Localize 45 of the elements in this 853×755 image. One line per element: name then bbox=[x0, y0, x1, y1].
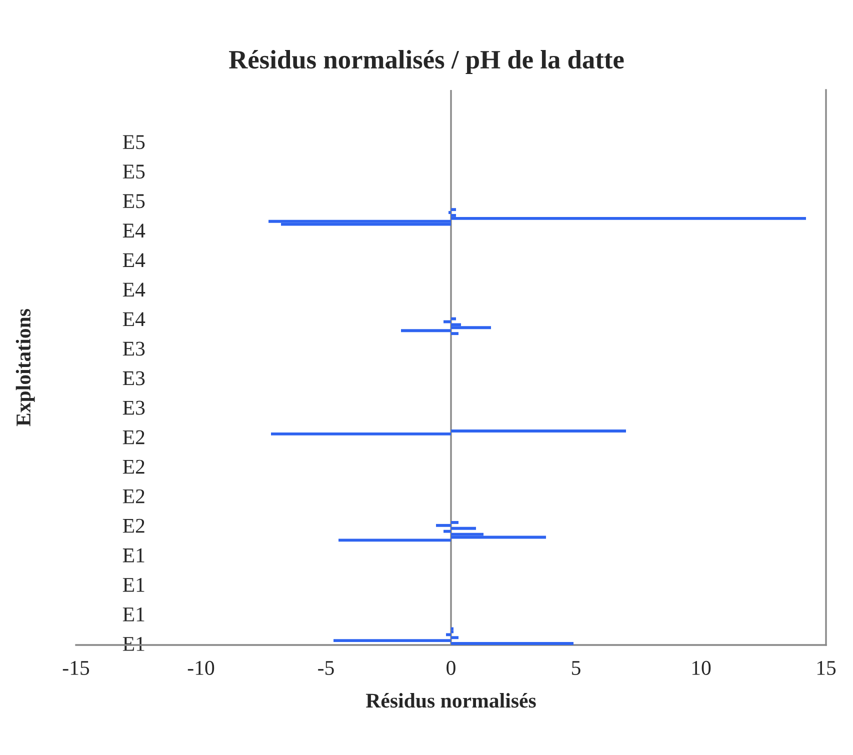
y-tick-label: E2 bbox=[122, 460, 144, 474]
bar bbox=[268, 220, 451, 223]
y-tick-label: E4 bbox=[122, 312, 146, 326]
y-tick-label: E4 bbox=[122, 224, 146, 238]
bar bbox=[451, 208, 456, 212]
y-tick-label: E1 bbox=[122, 578, 144, 592]
bar bbox=[446, 633, 451, 636]
y-tick-label: E3 bbox=[122, 400, 145, 415]
y-tick-label: E3 bbox=[122, 342, 145, 356]
bar bbox=[338, 538, 451, 542]
bar bbox=[451, 332, 458, 336]
y-tick-label: E2 bbox=[122, 518, 144, 533]
x-tick-label: 10 bbox=[692, 660, 711, 675]
y-tick-label: E4 bbox=[122, 282, 146, 296]
bar bbox=[451, 429, 626, 432]
bar bbox=[444, 530, 451, 533]
y-axis-title: Exploitations bbox=[16, 308, 35, 426]
bar bbox=[451, 317, 456, 320]
x-tick-label: -5 bbox=[318, 661, 334, 675]
bar bbox=[334, 639, 451, 642]
y-tick-label: E3 bbox=[122, 371, 145, 386]
bar bbox=[271, 432, 451, 436]
bar bbox=[401, 329, 451, 332]
y-tick-label: E2 bbox=[122, 430, 144, 444]
bar bbox=[451, 526, 476, 530]
bar bbox=[436, 524, 451, 527]
x-tick-label: -10 bbox=[188, 660, 214, 675]
bar bbox=[451, 326, 491, 330]
bar bbox=[451, 216, 806, 220]
x-axis-title: Résidus normalisés bbox=[366, 693, 536, 708]
bar bbox=[451, 642, 574, 645]
y-tick-label: E5 bbox=[122, 135, 145, 150]
y-tick-label: E2 bbox=[122, 489, 144, 504]
x-tick-label: 15 bbox=[817, 660, 836, 675]
x-tick-label: 5 bbox=[572, 661, 580, 675]
bar bbox=[451, 521, 458, 524]
y-tick-label: E4 bbox=[122, 253, 146, 267]
chart-title: Résidus normalisés / pH de la datte bbox=[229, 50, 624, 74]
x-tick-label: 0 bbox=[446, 660, 456, 675]
y-tick-label: E5 bbox=[122, 164, 145, 179]
y-tick-label: E1 bbox=[122, 607, 144, 622]
x-tick-label: -15 bbox=[62, 660, 90, 675]
bar bbox=[451, 636, 458, 640]
y-tick-label: E5 bbox=[122, 194, 145, 208]
y-tick-label: E1 bbox=[122, 548, 144, 562]
